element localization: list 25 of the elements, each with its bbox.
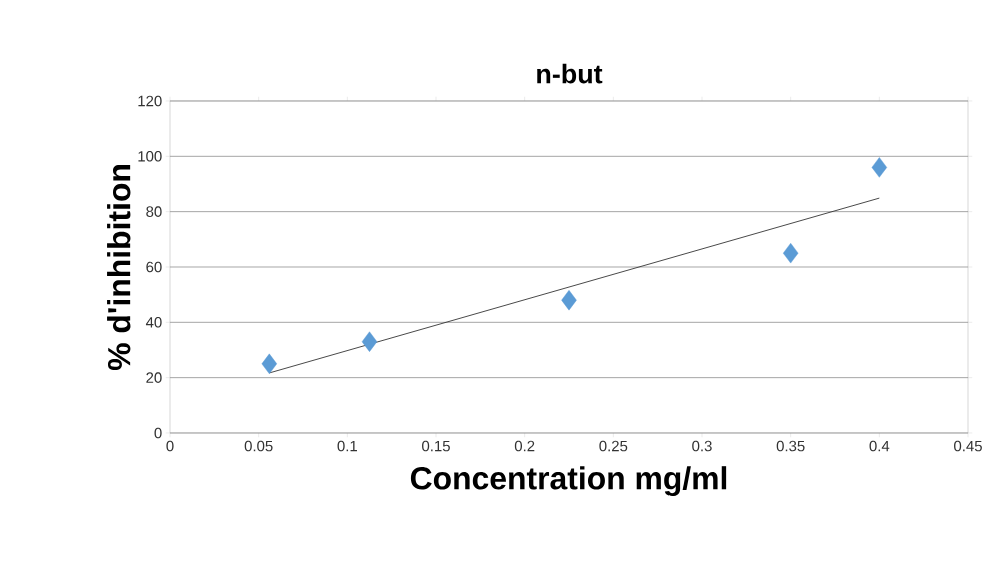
x-tick-label: 0.4 bbox=[869, 440, 890, 452]
x-tick-label: 0.35 bbox=[776, 440, 805, 452]
point bbox=[561, 290, 577, 311]
x-axis-title: Concentration mg/ml bbox=[410, 466, 727, 497]
point bbox=[871, 157, 888, 178]
y-tick-label: 80 bbox=[146, 206, 162, 217]
x-tick-label: 0.3 bbox=[692, 440, 712, 452]
point bbox=[783, 242, 799, 264]
y-tick-label: 60 bbox=[146, 261, 162, 273]
y-axis-title: % d'inhibition bbox=[107, 165, 131, 371]
x-tick-label: 0.45 bbox=[954, 440, 982, 452]
x-tick-label: 0.05 bbox=[244, 440, 273, 452]
point bbox=[261, 353, 277, 374]
y-tick-label: 120 bbox=[138, 95, 162, 107]
x-tick-label: 0.2 bbox=[514, 440, 535, 452]
x-tick-label: 0 bbox=[166, 440, 174, 452]
y-tick-label: 100 bbox=[138, 151, 162, 162]
point bbox=[361, 331, 378, 352]
x-tick-label: 0.15 bbox=[422, 440, 450, 452]
x-tick-label: 0.1 bbox=[337, 440, 357, 452]
y-tick-label: 0 bbox=[154, 427, 162, 439]
y-tick-label: 40 bbox=[145, 317, 162, 328]
y-tick-label: 20 bbox=[146, 372, 162, 383]
chart-title: n-but bbox=[537, 63, 603, 84]
x-tick-label: 0.25 bbox=[599, 440, 628, 452]
